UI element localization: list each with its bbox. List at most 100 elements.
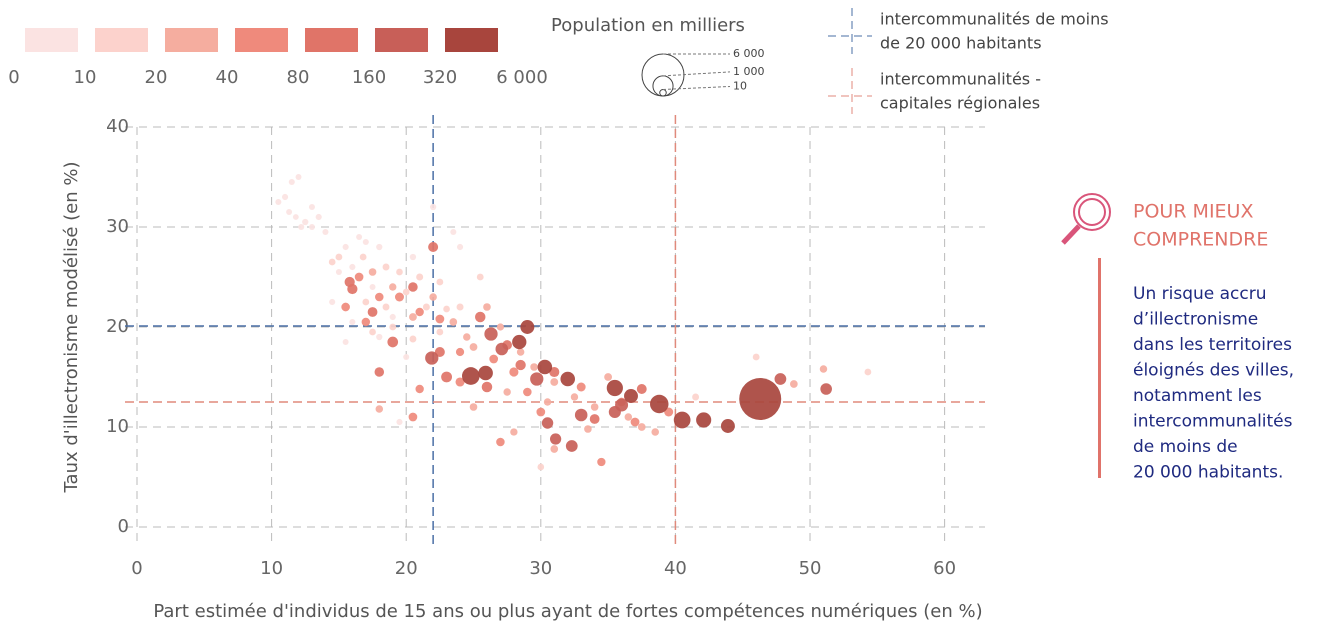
- point: [416, 273, 424, 281]
- point: [436, 278, 444, 286]
- size-legend-label: 6 000: [733, 47, 765, 60]
- x-tick-label: 50: [799, 558, 822, 579]
- point: [636, 384, 647, 394]
- point: [469, 403, 478, 411]
- point: [341, 302, 350, 312]
- panel-text: Un risque accru: [1133, 284, 1267, 304]
- legend-ref-label: de 20 000 habitants: [880, 34, 1042, 53]
- point: [489, 354, 499, 364]
- point: [402, 288, 410, 296]
- point: [496, 323, 505, 331]
- color-legend-label: 20: [145, 67, 168, 88]
- point: [335, 253, 343, 261]
- point: [574, 408, 588, 422]
- point: [329, 298, 336, 306]
- point: [367, 307, 378, 317]
- point: [481, 381, 493, 393]
- point: [550, 445, 559, 453]
- point: [720, 419, 735, 433]
- point: [281, 193, 289, 201]
- y-tick-label: 30: [106, 216, 129, 237]
- point: [537, 463, 545, 471]
- color-legend-swatch: [375, 28, 428, 52]
- point: [342, 339, 349, 345]
- point: [322, 228, 329, 236]
- point: [483, 303, 491, 311]
- point: [428, 241, 439, 253]
- size-legend-circle: [652, 75, 674, 97]
- point: [349, 263, 356, 271]
- point: [389, 313, 396, 321]
- point: [382, 263, 390, 271]
- point: [362, 298, 370, 306]
- point: [651, 428, 660, 436]
- point: [739, 378, 782, 420]
- panel-bar: [1098, 258, 1101, 478]
- x-tick-label: 40: [664, 558, 687, 579]
- point: [624, 413, 633, 421]
- point: [382, 303, 390, 311]
- point: [298, 223, 305, 231]
- point: [523, 387, 532, 397]
- point: [409, 253, 417, 261]
- point: [429, 203, 437, 211]
- magnifier-icon: [1061, 193, 1111, 245]
- point: [456, 303, 464, 311]
- point: [288, 178, 295, 186]
- size-legend-title: Population en milliers: [551, 15, 745, 36]
- point: [443, 305, 450, 313]
- point: [441, 371, 453, 383]
- point: [510, 428, 518, 436]
- point: [509, 367, 519, 377]
- point: [354, 272, 364, 282]
- point: [549, 366, 560, 378]
- point: [409, 313, 417, 321]
- point: [328, 258, 336, 266]
- point: [589, 414, 600, 424]
- point: [584, 425, 592, 433]
- point: [396, 418, 403, 426]
- legend-ref-label: intercommunalités -: [880, 70, 1041, 89]
- panel-text: notamment les: [1133, 386, 1262, 406]
- point: [520, 320, 535, 334]
- panel-text: de moins de: [1133, 437, 1238, 457]
- point: [369, 328, 376, 336]
- point: [409, 335, 417, 343]
- point: [342, 243, 349, 251]
- point: [435, 314, 445, 324]
- point: [389, 323, 397, 331]
- point: [512, 334, 527, 350]
- size-legend-circle: [659, 88, 667, 97]
- point: [425, 351, 439, 365]
- point: [530, 363, 538, 371]
- point: [536, 407, 546, 417]
- point: [275, 198, 282, 206]
- panel-text: intercommunalités: [1133, 412, 1293, 432]
- point: [503, 388, 511, 396]
- point: [590, 403, 599, 411]
- y-tick-label: 0: [118, 516, 129, 537]
- point: [819, 365, 828, 373]
- point: [615, 398, 629, 412]
- point: [604, 373, 613, 381]
- point: [484, 327, 498, 341]
- point: [292, 214, 299, 220]
- point: [790, 380, 798, 388]
- point: [375, 292, 384, 302]
- x-tick-label: 30: [529, 558, 552, 579]
- point: [560, 371, 576, 387]
- point: [461, 367, 480, 385]
- color-legend-label: 320: [423, 67, 457, 88]
- point: [565, 440, 578, 452]
- color-legend-label: 40: [216, 67, 239, 88]
- size-legend-leader: [662, 85, 731, 90]
- size-legend-leader: [662, 71, 731, 77]
- point: [436, 328, 444, 336]
- point: [550, 378, 559, 386]
- color-legend-swatch: [235, 28, 288, 52]
- point: [375, 405, 384, 413]
- point: [650, 394, 669, 414]
- point: [368, 268, 377, 276]
- point: [396, 268, 403, 276]
